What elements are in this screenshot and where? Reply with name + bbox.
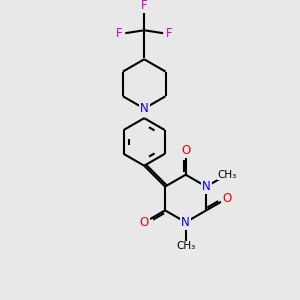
Text: F: F: [141, 0, 148, 12]
Text: CH₃: CH₃: [176, 241, 195, 251]
Text: O: O: [222, 192, 232, 205]
Text: N: N: [202, 180, 211, 193]
Text: N: N: [140, 102, 148, 115]
Text: O: O: [181, 144, 190, 158]
Text: N: N: [181, 216, 190, 229]
Text: F: F: [166, 27, 172, 40]
Text: O: O: [140, 216, 149, 229]
Text: CH₃: CH₃: [218, 169, 237, 180]
Text: F: F: [116, 27, 123, 40]
